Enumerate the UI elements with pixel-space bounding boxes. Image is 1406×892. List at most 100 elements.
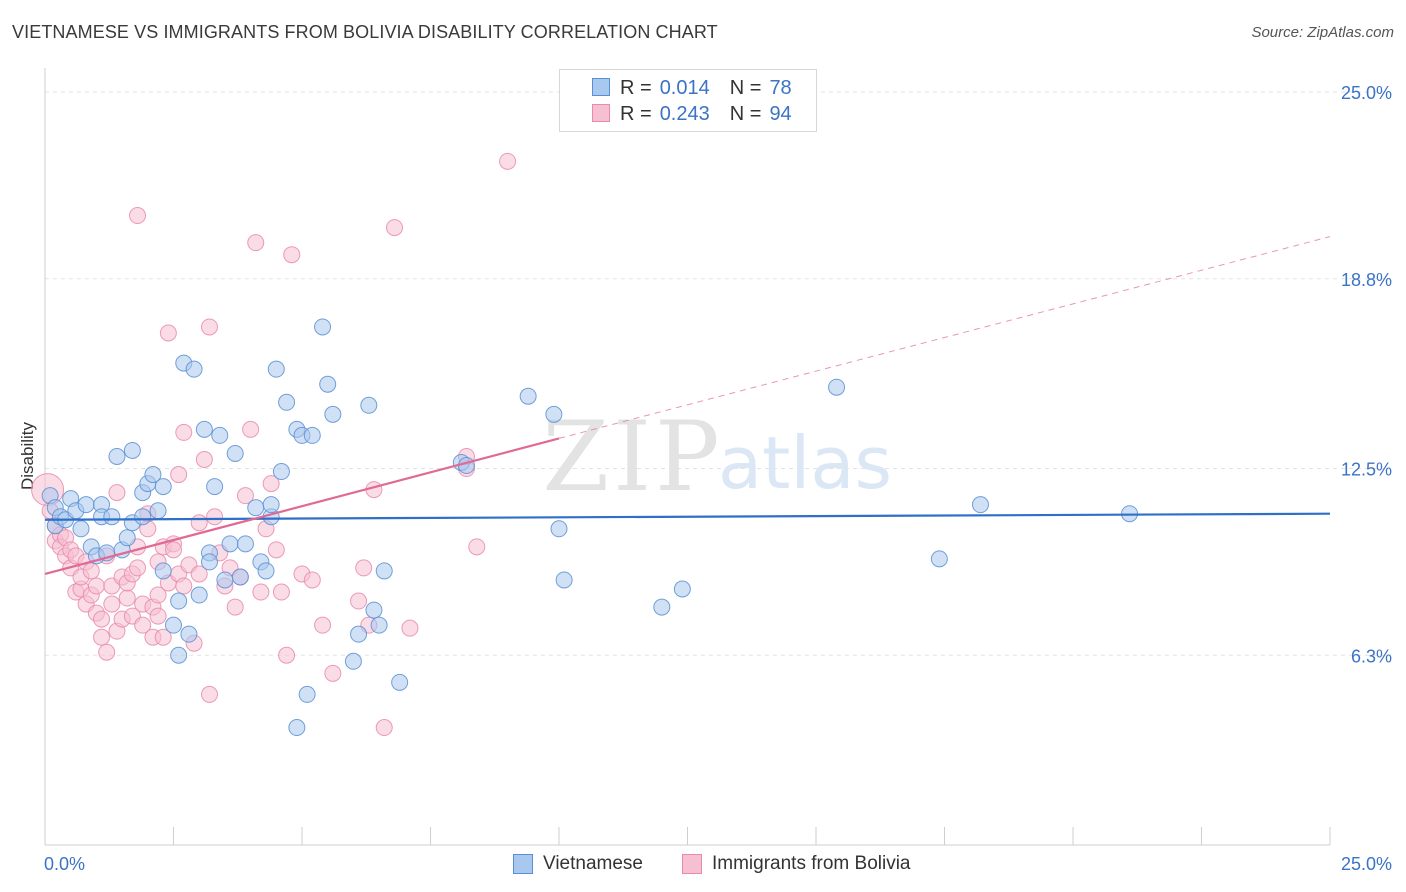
- vietnamese-point: [653, 598, 671, 616]
- bolivia-point: [324, 664, 342, 682]
- vietnamese-point: [971, 496, 989, 514]
- bottom-legend-swatch-pink: [682, 854, 702, 874]
- bolivia-point: [247, 234, 265, 252]
- vietnamese-point: [391, 673, 409, 691]
- legend-swatch-blue: [592, 78, 610, 96]
- bolivia-point: [165, 541, 182, 559]
- bottom-legend-vietnamese: Vietnamese: [513, 852, 643, 876]
- bolivia-point: [134, 616, 152, 634]
- legend-r-label: R =: [620, 76, 652, 99]
- x-tick-label: 0.0%: [44, 854, 85, 874]
- legend-swatch-pink: [592, 104, 610, 122]
- vietnamese-point: [673, 580, 691, 598]
- legend-n-value: 94: [769, 102, 792, 125]
- vietnamese-point: [360, 396, 378, 414]
- bolivia-point: [236, 487, 254, 505]
- vietnamese-point: [221, 535, 239, 553]
- vietnamese-point: [211, 426, 229, 444]
- vietnamese-point: [72, 520, 90, 538]
- bolivia-point: [195, 450, 213, 468]
- bolivia-point: [93, 610, 111, 628]
- vietnamese-point: [103, 508, 121, 526]
- vietnamese-point: [550, 520, 568, 538]
- source-label: Source: ZipAtlas.com: [1251, 24, 1394, 41]
- bolivia-point: [314, 616, 332, 634]
- bolivia-point: [386, 219, 404, 237]
- vietnamese-point: [278, 393, 296, 411]
- vietnamese-point: [828, 378, 846, 396]
- vietnamese-point: [134, 508, 152, 526]
- vietnamese-point: [344, 652, 362, 670]
- legend-r-value: 0.014: [659, 76, 710, 99]
- bolivia-point: [82, 562, 100, 580]
- bottom-legend-label: Immigrants from Bolivia: [712, 853, 911, 874]
- vietnamese-point: [231, 568, 249, 586]
- bolivia-point: [262, 475, 280, 493]
- vietnamese-point: [314, 318, 332, 336]
- bolivia-point: [499, 152, 517, 170]
- legend-r-label: R =: [620, 102, 652, 125]
- vietnamese-point: [288, 719, 306, 737]
- vietnamese-point: [108, 447, 126, 465]
- bolivia-point: [118, 589, 136, 607]
- vietnamese-point: [298, 685, 316, 703]
- vietnamese-point: [170, 592, 188, 610]
- vietnamese-point: [77, 496, 95, 514]
- vietnamese-point: [272, 463, 290, 481]
- vietnamese-point: [206, 478, 224, 496]
- vietnamese-point: [262, 496, 280, 514]
- vietnamese-point: [236, 535, 254, 553]
- vietnamese-point: [555, 571, 573, 589]
- correlation-legend: R = 0.014 N = 78 R = 0.243 N = 94: [559, 69, 817, 132]
- vietnamese-point: [154, 478, 172, 496]
- vietnamese-point: [350, 625, 368, 643]
- vietnamese-point: [190, 586, 208, 604]
- bolivia-point: [303, 571, 321, 589]
- watermark-zip: ZIP: [542, 401, 723, 513]
- vietnamese-point: [118, 529, 136, 547]
- vietnamese-point: [375, 562, 393, 580]
- bolivia-point: [149, 586, 167, 604]
- x-tick-label: 25.0%: [1341, 854, 1392, 874]
- legend-n-label: N =: [729, 102, 762, 125]
- bolivia-point: [154, 628, 172, 646]
- vietnamese-point: [144, 466, 162, 484]
- watermark-atlas: atlas: [718, 421, 892, 505]
- vietnamese-point: [154, 562, 172, 580]
- bolivia-point: [272, 583, 290, 601]
- bolivia-point: [175, 423, 193, 441]
- bolivia-trend-extension: [558, 236, 1331, 439]
- vietnamese-point: [267, 360, 285, 378]
- vietnamese-point: [226, 444, 244, 462]
- vietnamese-point: [185, 360, 203, 378]
- y-tick-label: 12.5%: [1341, 460, 1392, 480]
- bolivia-point: [278, 646, 296, 664]
- bolivia-point: [103, 595, 121, 613]
- vietnamese-point: [200, 553, 218, 571]
- bolivia-point: [206, 508, 224, 526]
- bolivia-point: [401, 619, 419, 637]
- bolivia-point: [129, 207, 147, 225]
- vietnamese-point: [319, 375, 337, 393]
- vietnamese-point: [247, 499, 265, 517]
- bolivia-point: [170, 466, 188, 484]
- vietnamese-point: [123, 441, 141, 459]
- bolivia-point: [175, 577, 193, 595]
- vietnamese-point: [170, 646, 188, 664]
- y-tick-label: 6.3%: [1351, 646, 1392, 666]
- bolivia-point: [159, 324, 177, 342]
- bottom-legend-swatch-blue: [513, 854, 533, 874]
- bolivia-point: [190, 514, 208, 532]
- bolivia-point: [87, 577, 105, 595]
- bolivia-point: [200, 318, 218, 336]
- bolivia-point: [149, 607, 167, 625]
- legend-row-vietnamese: R = 0.014 N = 78: [592, 76, 792, 100]
- vietnamese-point: [930, 550, 948, 568]
- bolivia-point: [190, 565, 208, 583]
- vietnamese-point: [324, 405, 342, 423]
- vietnamese-point: [180, 625, 198, 643]
- y-tick-label: 25.0%: [1341, 83, 1392, 103]
- bolivia-point: [267, 541, 285, 559]
- legend-n-value: 78: [769, 76, 792, 99]
